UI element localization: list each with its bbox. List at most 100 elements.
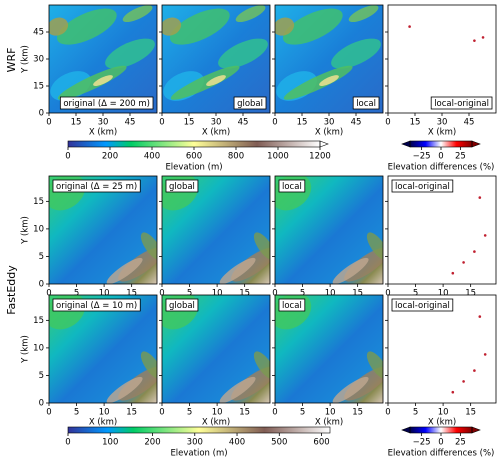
diff-speck — [478, 196, 482, 199]
x-axis-label: X (km) — [89, 128, 117, 138]
x-tick-label: 0 — [159, 118, 164, 128]
terrain-feature — [106, 376, 143, 403]
terrain-feature — [57, 65, 127, 100]
x-tick-label: 5 — [74, 408, 79, 418]
colorbar-tick-label: 800 — [228, 152, 244, 162]
terrain-feature — [348, 5, 379, 23]
x-tick-label: 15 — [297, 118, 308, 128]
label-box — [52, 179, 141, 193]
x-tick-label: 10 — [99, 408, 110, 418]
panel-frame — [387, 294, 497, 404]
colorbar-tick-label: 0 — [65, 152, 70, 162]
terrain-feature — [169, 8, 230, 45]
y-tick-label: 5 — [39, 252, 44, 262]
x-tick-label: 10 — [325, 408, 336, 418]
panel-label: local-original — [395, 301, 450, 311]
x-tick-label: 45 — [125, 118, 136, 128]
panel-label: global — [237, 99, 263, 109]
x-tick-label: 15 — [352, 408, 363, 418]
terrain-feature — [219, 376, 256, 403]
x-tick-label: 5 — [300, 289, 305, 299]
x-tick-label: 0 — [272, 289, 277, 299]
label-box — [352, 96, 380, 110]
colorbar-tick-label: 300 — [187, 438, 203, 448]
colorbar-extend — [471, 140, 481, 148]
colorbar-tick-label: −25 — [413, 438, 431, 448]
terrain-feature — [105, 38, 155, 69]
x-tick-label: 5 — [300, 408, 305, 418]
x-axis-label: X (km) — [428, 128, 456, 138]
y-tick-label: 45 — [33, 28, 44, 38]
x-tick-label: 45 — [238, 118, 249, 128]
x-axis-label: X (km) — [428, 418, 456, 428]
x-tick-label: 15 — [126, 408, 137, 418]
x-tick-label: 10 — [325, 289, 336, 299]
colorbar-tick-label: 200 — [144, 438, 160, 448]
terrain-feature — [275, 17, 295, 36]
colorbar-fill — [68, 141, 320, 147]
x-tick-label: 30 — [211, 118, 222, 128]
panel-label: local-original — [434, 99, 489, 109]
panel: local-original 0 5 10 15 — [385, 175, 497, 299]
x-axis-label: X (km) — [89, 418, 117, 428]
x-tick-label: 15 — [465, 408, 476, 418]
x-tick-label: 10 — [212, 289, 223, 299]
terrain-feature — [319, 75, 339, 87]
diff-speck — [483, 234, 487, 237]
colorbar-label: Elevation differences (%) — [388, 163, 495, 173]
panel-frame — [387, 175, 497, 285]
y-tick-label: 15 — [33, 82, 44, 92]
diff-speck — [462, 261, 465, 264]
x-tick-label: 0 — [159, 408, 164, 418]
x-tick-label: 15 — [184, 118, 195, 128]
x-tick-label: 30 — [324, 118, 335, 128]
x-tick-label: 5 — [187, 408, 192, 418]
terrain-feature — [219, 257, 256, 284]
diff-field — [388, 295, 496, 403]
y-axis-label: Y (km) — [21, 335, 31, 364]
panel-label: original (Δ = 25 m) — [56, 182, 137, 192]
label-box — [278, 179, 306, 193]
colorbar-fill — [68, 427, 330, 433]
colorbar-label: Elevation (m) — [170, 449, 227, 459]
x-tick-label: 0 — [385, 408, 390, 418]
panel-label: local-original — [395, 182, 450, 192]
x-tick-label: 15 — [126, 289, 137, 299]
panel-frame — [48, 175, 158, 285]
terrain-feature — [122, 5, 153, 23]
colorbar-label: Elevation (m) — [165, 163, 222, 173]
y-tick-label: 10 — [33, 224, 44, 234]
terrain-feature — [93, 75, 113, 87]
panel: local-original 0 5 10 15 X (km) — [385, 294, 497, 428]
x-axis-label: X (km) — [202, 418, 230, 428]
panel-label: original (Δ = 200 m) — [63, 99, 150, 109]
colorbar-tick-label: 1000 — [267, 152, 289, 162]
colorbar-label: Elevation differences (%) — [388, 449, 495, 459]
terrain-feature — [162, 17, 182, 36]
row-label: FastEddy — [5, 265, 18, 315]
x-tick-label: 15 — [239, 408, 250, 418]
x-tick-label: 0 — [46, 118, 51, 128]
y-axis-label: Y (km) — [21, 45, 31, 74]
panel: original (Δ = 10 m) 0 5 10 15 0 5 10 15 X (km) Y (… — [21, 294, 158, 428]
colorbar-tick-label: 1200 — [309, 152, 331, 162]
panel: local 0 5 10 15 — [272, 175, 384, 299]
x-axis-label: X (km) — [202, 128, 230, 138]
colorbar-fill — [410, 427, 472, 433]
panel-image — [162, 5, 270, 113]
x-tick-label: 15 — [465, 289, 476, 299]
panel-label: local — [282, 182, 302, 192]
diff-speck — [481, 36, 485, 39]
colorbar: 0 200 400 600 800 1000 1200 Elevation (m) — [65, 140, 331, 173]
diff-speck — [483, 353, 487, 356]
colorbar-extend — [471, 426, 481, 434]
panel-label: original (Δ = 10 m) — [56, 301, 137, 311]
y-tick-label: 0 — [39, 280, 44, 290]
colorbar-tick-label: 400 — [229, 438, 245, 448]
x-tick-label: 10 — [438, 408, 449, 418]
label-box — [430, 96, 493, 110]
colorbar: 0 100 200 300 400 500 600 Elevation (m) — [65, 426, 331, 459]
